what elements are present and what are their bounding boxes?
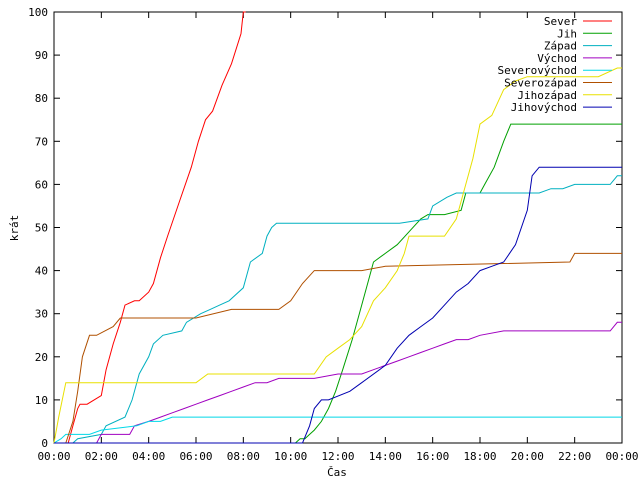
x-tick-label: 20:00	[511, 450, 544, 463]
x-tick-label: 12:00	[321, 450, 354, 463]
y-tick-label: 30	[35, 308, 48, 321]
x-tick-label: 16:00	[416, 450, 449, 463]
x-tick-label: 08:00	[227, 450, 260, 463]
y-tick-label: 80	[35, 92, 48, 105]
x-tick-label: 22:00	[558, 450, 591, 463]
legend-label: Jihozápad	[517, 89, 577, 102]
series-line-5	[53, 416, 622, 444]
x-tick-label: 02:00	[85, 450, 118, 463]
series-line-7	[53, 67, 622, 444]
series-line-4	[54, 321, 622, 444]
legend-label: Jihovýchod	[511, 101, 577, 114]
x-tick-label: 04:00	[132, 450, 165, 463]
x-tick-label: 06:00	[179, 450, 212, 463]
series-line-3	[54, 175, 622, 444]
series-line-1	[54, 11, 246, 444]
x-axis-label: Čas	[327, 466, 347, 479]
x-tick-label: 14:00	[369, 450, 402, 463]
x-tick-label: 10:00	[274, 450, 307, 463]
y-tick-label: 50	[35, 222, 48, 235]
y-tick-label: 0	[41, 437, 48, 450]
y-tick-label: 40	[35, 265, 48, 278]
series-lines	[53, 11, 622, 444]
axes: 0 10 20 30 40 50 60 70 80 90 100 00:00 02:00 04:00 06:…	[28, 6, 638, 463]
y-tick-label: 60	[35, 178, 48, 191]
x-tick-label: 00:00	[605, 450, 638, 463]
legend: SeverJihZápadVýchodSeverovýchodSeverozáp…	[498, 15, 612, 114]
legend-label: Severovýchod	[498, 64, 577, 77]
legend-label: Sever	[544, 15, 577, 28]
x-tick-label: 18:00	[463, 450, 496, 463]
legend-label: Jih	[557, 27, 577, 40]
y-tick-label: 90	[35, 49, 48, 62]
y-axis-label: krát	[8, 215, 21, 242]
y-tick-label: 20	[35, 351, 48, 364]
y-tick-label: 100	[28, 6, 48, 19]
series-line-6	[54, 252, 622, 444]
y-tick-label: 10	[35, 394, 48, 407]
x-tick-label: 00:00	[37, 450, 70, 463]
series-line-2	[54, 123, 622, 444]
legend-label: Severozápad	[504, 77, 577, 90]
legend-label: Východ	[537, 52, 577, 65]
series-line-8	[54, 166, 622, 444]
legend-label: Západ	[544, 40, 577, 53]
y-tick-label: 70	[35, 135, 48, 148]
